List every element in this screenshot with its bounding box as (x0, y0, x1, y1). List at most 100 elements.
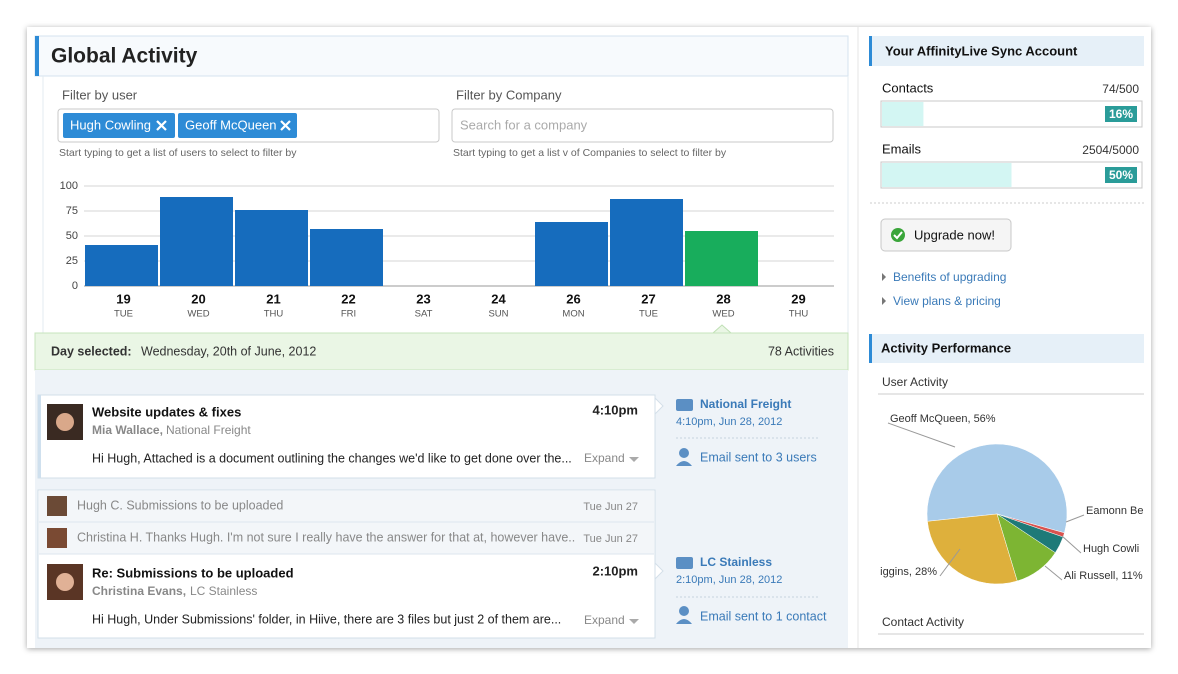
bar (310, 229, 383, 286)
chip-label: Hugh Cowling (70, 117, 151, 132)
pointer (654, 396, 664, 416)
chip[interactable] (63, 113, 175, 138)
side-company[interactable]: National Freight (700, 397, 791, 411)
avatar (47, 528, 67, 548)
message-body: Hi Hugh, Under Submissions' folder, in H… (92, 612, 561, 626)
card-accent (38, 395, 41, 478)
x-tick-sublabel: WED (187, 309, 209, 320)
check-icon (893, 231, 903, 240)
chip[interactable] (178, 113, 297, 138)
usage-count: 74/500 (1102, 82, 1139, 96)
usage-percent: 16% (1109, 107, 1133, 121)
chip-remove[interactable] (280, 120, 291, 131)
company-icon (676, 399, 693, 411)
reply-text[interactable]: Christina H. Thanks Hugh. I'm not sure I… (77, 530, 575, 544)
usage-badge (1105, 167, 1137, 183)
reply-text[interactable]: Hugh C. Submissions to be uploaded (77, 498, 283, 512)
header-box (34, 35, 849, 77)
filter-label: Filter by user (62, 87, 138, 102)
y-tick-label: 25 (66, 255, 78, 267)
user-icon (676, 461, 692, 466)
x-tick-label: 24 (491, 291, 506, 306)
y-tick-label: 100 (60, 180, 78, 192)
x-tick-sublabel: THU (264, 309, 284, 320)
message-card[interactable] (37, 394, 656, 479)
x-tick-label: 22 (341, 291, 355, 306)
user-icon (679, 606, 689, 616)
user-icon (676, 619, 692, 624)
activity-chart: 0 25 50 75 100 19 TUE 20 WED 21 THU 22 FRI 23 SAT 24 SUN… (60, 180, 834, 320)
usage-label: Contacts (882, 80, 934, 95)
x-tick-label: 21 (266, 291, 280, 306)
bar (85, 245, 158, 286)
placeholder: Search for a company (460, 117, 588, 132)
message-company: LC Stainless (190, 584, 257, 598)
x-tick-label: 27 (641, 291, 655, 306)
filter-label: Filter by Company (456, 87, 562, 102)
usage-percent: 50% (1109, 168, 1133, 182)
side-note[interactable]: Email sent to 3 users (700, 450, 817, 464)
x-tick-label: 26 (566, 291, 580, 306)
x-tick-label: 23 (416, 291, 430, 306)
expand[interactable]: Expand (584, 613, 625, 627)
usage-fill (882, 102, 924, 126)
x-tick-sublabel: TUE (114, 309, 133, 320)
message-company: National Freight (166, 423, 251, 437)
bullet (882, 273, 886, 281)
x-tick-sublabel: TUE (639, 309, 658, 320)
usage: Contacts 74/500 16% Emails 2504/5000 50% (880, 80, 1143, 189)
usage-track (880, 100, 1143, 128)
company-filter-input[interactable] (451, 108, 834, 143)
header-accent (35, 36, 39, 76)
reply-date: Tue Jun 27 (583, 501, 638, 513)
expand[interactable]: Expand (584, 451, 625, 465)
x-tick-sublabel: FRI (341, 309, 356, 320)
x-tick-sublabel: MON (562, 309, 584, 320)
message-author: Mia Wallace, (92, 423, 163, 437)
filter-hint: Start typing to get a list of users to s… (59, 147, 297, 159)
leader-line (939, 548, 961, 577)
button-label: Upgrade now! (914, 227, 995, 242)
chip-remove[interactable] (156, 120, 167, 131)
link[interactable]: View plans & pricing (893, 294, 1001, 308)
section-label: Contact Activity (882, 615, 964, 629)
bullet (882, 297, 886, 305)
usage-label: Emails (882, 141, 922, 156)
day-date: Wednesday, 20th of June, 2012 (141, 344, 316, 358)
user-activity-pie: Geoff McQueen, 56% Eamonn Be Hugh Cowli Ali… (880, 413, 1143, 585)
header-accent (869, 36, 872, 66)
side-note[interactable]: Email sent to 1 contact (700, 609, 827, 623)
side-company[interactable]: LC Stainless (700, 555, 772, 569)
avatar-face (56, 413, 74, 431)
header-accent (869, 334, 872, 363)
usage-fill (882, 163, 1012, 187)
user-icon (679, 448, 689, 458)
x-tick-sublabel: SUN (488, 309, 508, 320)
bar (610, 199, 683, 286)
upgrade-button[interactable] (880, 218, 1012, 252)
side-date: 4:10pm, Jun 28, 2012 (676, 416, 782, 428)
expand-caret (629, 457, 639, 462)
pie-label: Ali Russell, 11% (1064, 570, 1143, 582)
link[interactable]: Benefits of upgrading (893, 270, 1006, 284)
y-tick-label: 50 (66, 230, 78, 242)
message-time: 4:10pm (592, 402, 638, 417)
pointer (654, 561, 664, 581)
x-tick-label: 19 (116, 291, 130, 306)
message-title: Website updates & fixes (92, 404, 241, 419)
side-date: 2:10pm, Jun 28, 2012 (676, 574, 782, 586)
leader-line (1065, 514, 1085, 523)
bar (685, 231, 758, 286)
leader-line (1044, 565, 1063, 581)
pie-label: Eamonn Be (1086, 505, 1143, 517)
x-tick-sublabel: SAT (415, 309, 433, 320)
avatar-face (56, 573, 74, 591)
message-body: Hi Hugh, Attached is a document outlinin… (92, 451, 572, 465)
pie-label: Geoff McQueen, 56% (890, 413, 996, 425)
x-tick-sublabel: WED (712, 309, 734, 320)
check-icon (891, 228, 905, 242)
sidebar-header (869, 36, 1144, 66)
page-title: Global Activity (51, 45, 198, 68)
